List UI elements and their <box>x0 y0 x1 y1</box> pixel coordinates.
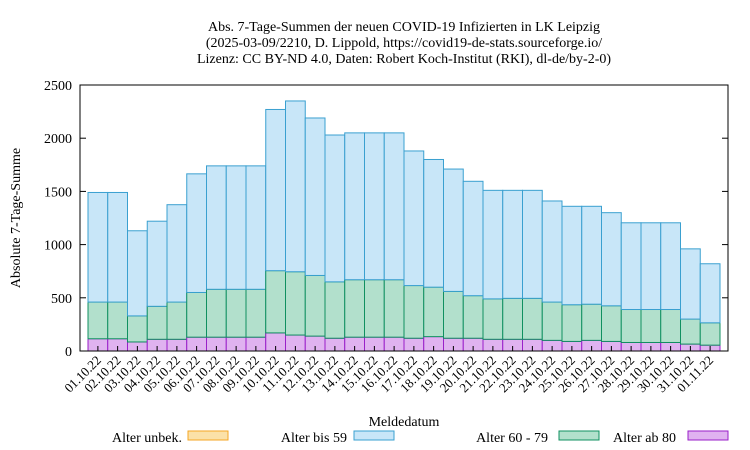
bar-segment <box>502 297 523 340</box>
y-tick-label: 2000 <box>44 132 72 147</box>
bar-segment <box>462 295 484 339</box>
bar-segment <box>186 173 207 293</box>
bar-segment <box>620 309 642 343</box>
bar-segment <box>699 263 721 324</box>
bar-segment <box>383 279 405 338</box>
bar-segment <box>107 301 128 340</box>
bar-segment <box>324 134 346 283</box>
bar-segment <box>482 189 504 300</box>
bar-segment <box>680 318 701 345</box>
bar-segment <box>206 288 227 338</box>
bar-segment <box>265 270 286 334</box>
bar-segment <box>225 165 247 290</box>
bar-segment <box>265 108 286 272</box>
bar-segment <box>522 297 543 340</box>
bar-segment <box>285 100 306 273</box>
chart-title-line: Lizenz: CC BY-ND 4.0, Daten: Robert Koch… <box>197 52 611 67</box>
legend-swatch <box>187 430 229 441</box>
legend-swatch <box>353 430 395 441</box>
legend-label: Alter bis 59 <box>281 431 347 446</box>
bar-segment <box>87 301 109 340</box>
bar-segment <box>640 309 662 343</box>
bar-segment <box>245 165 267 290</box>
legend-swatch <box>687 430 729 441</box>
bar-segment <box>403 150 425 287</box>
bar-segment <box>344 279 365 338</box>
bar-segment <box>206 165 227 290</box>
bar-segment <box>285 271 306 336</box>
bar-segment <box>364 279 385 338</box>
legend-label: Alter unbek. <box>112 431 182 446</box>
bar-segment <box>186 291 207 338</box>
bar-segment <box>581 205 602 305</box>
bar-segment <box>324 281 346 339</box>
bar-segment <box>304 117 326 276</box>
x-axis: 01.10.2202.10.2203.10.2204.10.2205.10.22… <box>61 346 716 395</box>
bar-segment <box>403 285 425 339</box>
bar-segment <box>561 205 583 306</box>
y-tick-label: 2500 <box>44 79 72 94</box>
bar-segment <box>620 222 642 311</box>
bar-segment <box>660 309 681 343</box>
bar-segment <box>383 132 405 281</box>
bar-segment <box>127 315 148 343</box>
chart-title-line: Abs. 7-Tage-Summen der neuen COVID-19 In… <box>208 20 600 35</box>
bar-segment <box>344 132 365 281</box>
bar-segment <box>699 322 721 346</box>
chart-title: Abs. 7-Tage-Summen der neuen COVID-19 In… <box>197 20 611 67</box>
bar-segment <box>660 222 681 311</box>
bar-segment <box>561 304 583 342</box>
bar-segment <box>166 204 188 303</box>
plot-frame <box>79 84 729 352</box>
bars <box>87 100 721 352</box>
bar-segment <box>245 288 267 338</box>
bar-segment <box>423 158 444 288</box>
bar-segment <box>601 212 622 307</box>
bar-segment <box>304 274 326 337</box>
bar-segment <box>146 220 168 307</box>
bar-segment <box>443 290 464 339</box>
bar-segment <box>640 222 662 311</box>
bar-segment <box>423 286 444 338</box>
y-tick-label: 0 <box>65 345 72 360</box>
bar-segment <box>443 168 464 292</box>
y-axis: 0 500 1000 1500 2000 2500 <box>44 79 728 360</box>
bar-segment <box>462 180 484 297</box>
x-axis-label: Meldedatum <box>369 415 440 430</box>
bar-segment <box>225 288 247 338</box>
bar-segment <box>166 301 188 340</box>
bar-segment <box>107 191 128 303</box>
chart-title-line: (2025-03-09/2210, D. Lippold, https://co… <box>206 36 602 51</box>
y-axis-label: Absolute 7-Tage-Summe <box>9 148 24 288</box>
y-tick-label: 500 <box>51 292 72 307</box>
legend-swatch <box>558 430 600 441</box>
bar-segment <box>502 189 523 299</box>
legend-label: Alter 60 - 79 <box>476 431 548 446</box>
bar-segment <box>601 305 622 342</box>
bar-segment <box>522 189 543 299</box>
legend: Alter unbek. Alter bis 59 Alter 60 - 79 Alt… <box>112 430 729 446</box>
bar-segment <box>364 132 385 281</box>
bar-segment <box>87 191 109 303</box>
bar-segment <box>680 248 701 320</box>
bar-segment <box>127 230 148 317</box>
bar-segment <box>581 303 602 341</box>
bar-segment <box>541 200 563 303</box>
bar-segment <box>541 301 563 341</box>
bar-segment <box>146 305 168 340</box>
legend-label: Alter ab 80 <box>613 431 676 446</box>
bar-segment <box>482 298 504 340</box>
y-tick-label: 1000 <box>44 239 72 254</box>
y-tick-label: 1500 <box>44 185 72 200</box>
